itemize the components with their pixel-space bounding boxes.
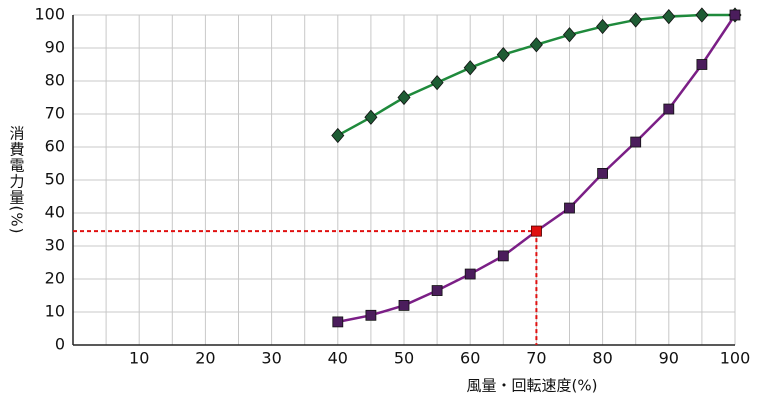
y-tick-label: 20 bbox=[45, 269, 65, 288]
y-tick-label: 70 bbox=[45, 104, 65, 123]
marker bbox=[464, 268, 476, 280]
x-tick-label: 60 bbox=[460, 349, 480, 368]
marker bbox=[365, 309, 377, 321]
y-tick-label: 60 bbox=[45, 137, 65, 156]
marker bbox=[529, 37, 543, 53]
marker bbox=[496, 46, 510, 63]
x-tick-label: 90 bbox=[659, 349, 679, 368]
y-tick-label: 30 bbox=[45, 236, 65, 255]
marker bbox=[597, 167, 608, 179]
y-tick-label: 90 bbox=[45, 38, 65, 57]
marker bbox=[463, 60, 477, 76]
x-tick-label: 40 bbox=[328, 349, 348, 368]
x-tick-label: 10 bbox=[129, 349, 149, 368]
marker bbox=[331, 127, 345, 144]
marker bbox=[497, 250, 509, 262]
x-tick-label: 30 bbox=[261, 349, 281, 368]
y-tick-label: 50 bbox=[45, 170, 65, 189]
x-axis-label: 風量・回転速度(%) bbox=[467, 377, 598, 395]
y-tick-label: 80 bbox=[45, 71, 65, 90]
marker bbox=[332, 316, 344, 328]
y-tick-label: 0 bbox=[55, 335, 65, 354]
x-tick-label: 70 bbox=[526, 349, 546, 368]
x-tick-label: 80 bbox=[592, 349, 612, 368]
marker bbox=[430, 75, 444, 91]
marker bbox=[729, 9, 741, 21]
marker bbox=[663, 103, 675, 115]
y-tick-label: 10 bbox=[45, 302, 65, 321]
y-axis-label: 消費電力量(%) bbox=[8, 126, 26, 235]
marker bbox=[364, 109, 378, 125]
x-tick-label: 20 bbox=[195, 349, 215, 368]
marker bbox=[398, 299, 410, 311]
marker bbox=[630, 136, 642, 148]
marker bbox=[562, 27, 577, 43]
x-tick-label: 50 bbox=[394, 349, 414, 368]
marker bbox=[431, 285, 443, 296]
marker bbox=[662, 9, 676, 25]
marker bbox=[696, 59, 708, 70]
marker bbox=[596, 18, 610, 35]
x-tick-label: 100 bbox=[720, 349, 751, 368]
reference-point bbox=[531, 225, 542, 237]
marker bbox=[397, 89, 411, 106]
marker bbox=[564, 202, 575, 214]
y-tick-label: 100 bbox=[34, 5, 65, 24]
marker bbox=[629, 12, 643, 28]
marker bbox=[695, 7, 709, 23]
y-tick-label: 40 bbox=[45, 203, 65, 222]
